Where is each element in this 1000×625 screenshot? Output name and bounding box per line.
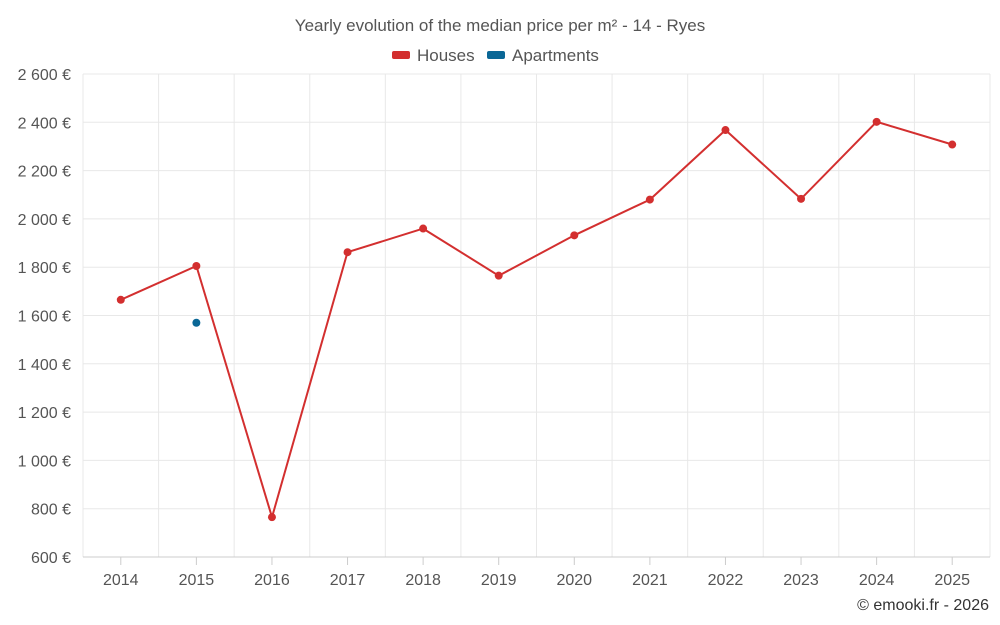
data-point-houses-2018[interactable] — [419, 224, 428, 233]
x-tick-label: 2015 — [179, 572, 215, 589]
data-point-houses-2019[interactable] — [494, 271, 503, 280]
x-tick-label: 2022 — [708, 572, 744, 589]
y-tick-label: 1 200 € — [18, 405, 71, 422]
y-tick-label: 1 800 € — [18, 260, 71, 277]
legend-label-houses: Houses — [417, 46, 475, 65]
chart-title: Yearly evolution of the median price per… — [295, 16, 705, 35]
data-point-apartments-2015[interactable] — [192, 318, 201, 327]
legend: Houses Apartments — [392, 46, 599, 65]
data-point-houses-2015[interactable] — [192, 261, 201, 270]
y-tick-label: 2 000 € — [18, 212, 71, 229]
x-tick-label: 2021 — [632, 572, 668, 589]
data-point-houses-2023[interactable] — [797, 194, 806, 203]
data-point-houses-2025[interactable] — [948, 140, 957, 149]
legend-swatch-apartments — [487, 51, 505, 59]
legend-swatch-houses — [392, 51, 410, 59]
legend-label-apartments: Apartments — [512, 46, 599, 65]
x-tick-label: 2023 — [783, 572, 819, 589]
x-tick-label: 2016 — [254, 572, 290, 589]
data-point-houses-2021[interactable] — [645, 195, 654, 204]
x-tick-label: 2020 — [556, 572, 592, 589]
data-point-houses-2014[interactable] — [116, 295, 125, 304]
series — [116, 117, 957, 522]
data-point-houses-2024[interactable] — [872, 117, 881, 126]
x-tick-label: 2018 — [405, 572, 441, 589]
data-point-houses-2020[interactable] — [570, 231, 579, 240]
x-tick-label: 2019 — [481, 572, 517, 589]
x-tick-label: 2014 — [103, 572, 139, 589]
legend-item-apartments[interactable]: Apartments — [487, 46, 599, 65]
data-point-houses-2022[interactable] — [721, 126, 730, 135]
y-tick-label: 2 600 € — [18, 67, 71, 84]
y-tick-label: 2 400 € — [18, 115, 71, 132]
axes: 600 € 800 € 1 000 € 1 200 € 1 400 € 1 600 € 1 … — [18, 67, 990, 589]
y-tick-label: 1 600 € — [18, 309, 71, 326]
y-tick-label: 2 200 € — [18, 164, 71, 181]
y-tick-label: 1 400 € — [18, 357, 71, 374]
x-tick-label: 2024 — [859, 572, 895, 589]
grid — [82, 73, 991, 557]
y-tick-label: 800 € — [31, 502, 71, 519]
legend-item-houses[interactable]: Houses — [392, 46, 475, 65]
data-point-houses-2016[interactable] — [267, 513, 276, 522]
data-point-houses-2017[interactable] — [343, 248, 352, 257]
y-tick-label: 600 € — [31, 550, 71, 567]
x-tick-label: 2017 — [330, 572, 366, 589]
series-line-houses — [120, 120, 953, 521]
credit-text: © emooki.fr - 2026 — [857, 597, 989, 614]
y-tick-label: 1 000 € — [18, 453, 71, 470]
x-tick-label: 2025 — [934, 572, 970, 589]
